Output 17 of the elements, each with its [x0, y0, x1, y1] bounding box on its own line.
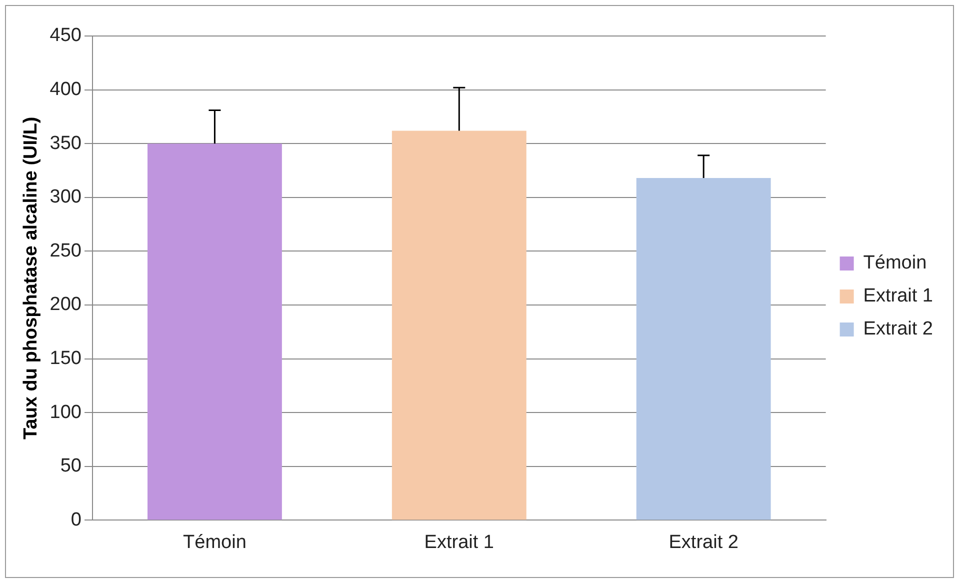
y-tick-label: 50: [60, 456, 82, 477]
x-tick-label: Extrait 1: [424, 532, 494, 553]
legend-label: Extrait 1: [863, 286, 934, 307]
y-tick-label: 300: [50, 186, 82, 208]
y-tick-label: 450: [50, 25, 82, 46]
x-tick-label: Témoin: [183, 532, 246, 553]
y-tick-label: 400: [50, 79, 82, 100]
y-tick-label: 150: [50, 348, 82, 370]
y-tick-label: 350: [50, 132, 82, 154]
y-tick-label: 0: [70, 509, 82, 530]
y-tick-label: 250: [50, 240, 82, 262]
legend-label: Extrait 2: [863, 318, 934, 340]
y-tick-label: 100: [50, 402, 82, 423]
x-tick-label: Extrait 2: [668, 532, 738, 553]
legend-label: Témoin: [863, 252, 927, 274]
y-tick-label: 200: [50, 294, 82, 316]
y-axis-title: Taux du phosphatase alcaline (UI/L): [20, 116, 42, 440]
